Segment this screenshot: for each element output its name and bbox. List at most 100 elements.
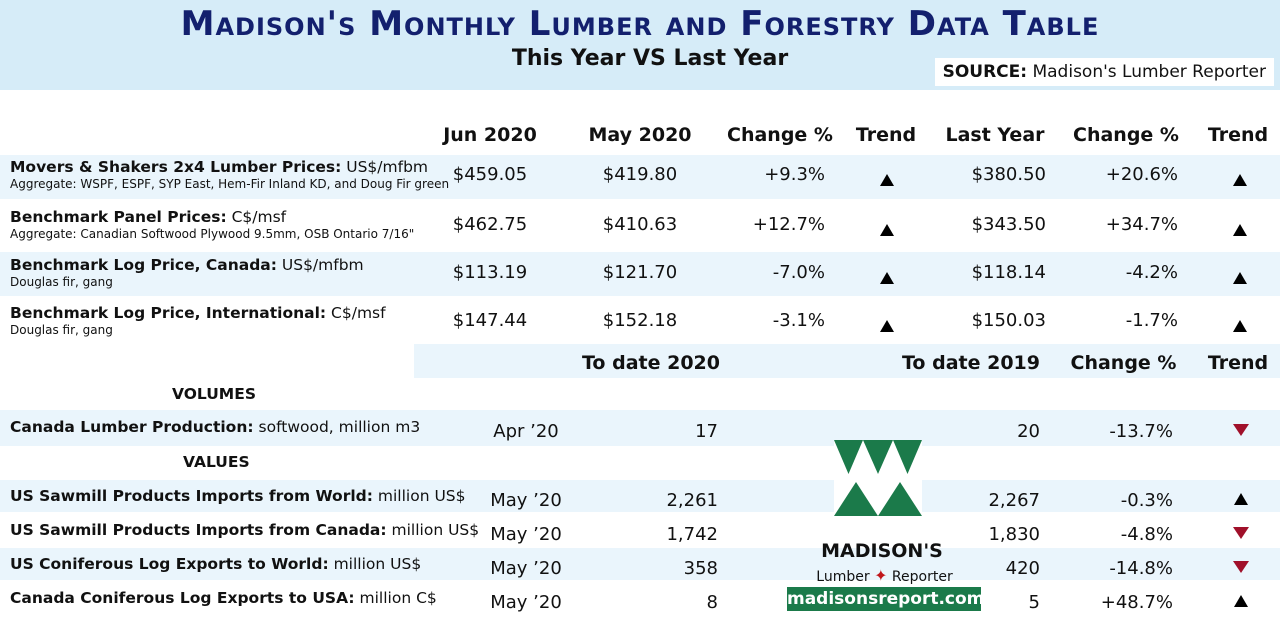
row-sublabel: Aggregate: WSPF, ESPF, SYP East, Hem-Fir… — [10, 177, 450, 191]
trend-up-icon — [1234, 493, 1248, 505]
cell-todate-change: -13.7% — [1109, 421, 1173, 442]
cell-period: May ’20 — [490, 490, 562, 511]
brand-word-reporter: Reporter — [891, 569, 953, 585]
row-band — [0, 480, 1280, 512]
row-label-unit: million US$ — [372, 487, 466, 505]
trend-up-icon — [880, 224, 894, 236]
cell-change-ly: +34.7% — [1105, 214, 1178, 235]
trend-down-icon — [1233, 424, 1249, 436]
row-label-unit: million US$ — [386, 521, 480, 539]
madisons-logo-icon — [834, 440, 922, 516]
source-box: SOURCE: Madison's Lumber Reporter — [934, 58, 1274, 86]
row-label-bold: US Sawmill Products Imports from Canada: — [10, 521, 387, 539]
cell-change: +12.7% — [752, 214, 825, 235]
cell-todate-change: -14.8% — [1109, 558, 1173, 579]
row-band — [0, 252, 1280, 296]
row-label: US Sawmill Products Imports from Canada:… — [10, 521, 479, 539]
row-label-bold: US Coniferous Log Exports to World: — [10, 555, 329, 573]
cell-to-date-current: 358 — [683, 558, 718, 579]
trend-up-icon — [880, 320, 894, 332]
cell-to-date-last: 5 — [1028, 592, 1040, 613]
section-volumes: VOLUMES — [172, 385, 256, 403]
brand-tagline: Lumber ✦ Reporter — [812, 566, 957, 585]
cell-current: $113.19 — [452, 262, 528, 283]
row-band — [0, 410, 1280, 446]
page-subtitle: This Year VS Last Year — [511, 46, 789, 71]
cell-previous: $419.80 — [602, 164, 678, 185]
cell-last-year: $118.14 — [971, 262, 1046, 283]
cell-period: May ’20 — [490, 558, 562, 579]
section-values: VALUES — [183, 453, 250, 471]
row-label: Movers & Shakers 2x4 Lumber Prices: US$/… — [10, 158, 449, 191]
row-label-unit: million US$ — [328, 555, 422, 573]
row-label: Canada Coniferous Log Exports to USA: mi… — [10, 589, 437, 607]
row-label-main: US Coniferous Log Exports to World: mill… — [10, 555, 421, 573]
cell-todate-change: -0.3% — [1120, 490, 1173, 511]
row-label: Benchmark Panel Prices: C$/msf Aggregate:… — [10, 208, 414, 241]
cell-change: -3.1% — [772, 310, 825, 331]
cell-change-ly: -1.7% — [1125, 310, 1178, 331]
row-sublabel: Aggregate: Canadian Softwood Plywood 9.5… — [10, 227, 415, 241]
col-header-todate-trend: Trend — [1207, 352, 1269, 374]
cell-period: Apr ’20 — [493, 421, 559, 442]
row-label-main: US Sawmill Products Imports from Canada:… — [10, 521, 479, 539]
cell-to-date-last: 420 — [1005, 558, 1040, 579]
col-header-change: Change % — [727, 124, 833, 146]
row-label-bold: Benchmark Log Price, Canada: — [10, 256, 277, 274]
cell-current: $147.44 — [452, 310, 528, 331]
cell-previous: $410.63 — [602, 214, 678, 235]
row-label-bold: US Sawmill Products Imports from World: — [10, 487, 373, 505]
source-value: Madison's Lumber Reporter — [1032, 62, 1266, 82]
trend-down-icon — [1233, 561, 1249, 573]
cell-to-date-last: 20 — [1017, 421, 1040, 442]
cell-last-year: $343.50 — [971, 214, 1046, 235]
brand-name: MADISON'S — [821, 540, 943, 562]
row-band — [0, 155, 1280, 199]
trend-up-icon — [1233, 224, 1247, 236]
row-label-unit: C$/msf — [326, 304, 386, 322]
website-link[interactable]: madisonsreport.com — [787, 587, 985, 611]
row-label-main: Benchmark Log Price, Canada: US$/mfbm — [10, 256, 364, 274]
cell-change: -7.0% — [772, 262, 825, 283]
cell-current: $459.05 — [452, 164, 528, 185]
trend-up-icon — [1233, 174, 1247, 186]
page-title: Madison's Monthly Lumber and Forestry Da… — [180, 4, 1100, 44]
row-label-unit: C$/msf — [226, 208, 287, 226]
row-label-unit: million C$ — [354, 589, 437, 607]
cell-last-year: $150.03 — [971, 310, 1046, 331]
cell-change: +9.3% — [764, 164, 825, 185]
todate-header-band — [414, 344, 1280, 378]
row-label-bold: Movers & Shakers 2x4 Lumber Prices: — [10, 158, 342, 176]
row-label-bold: Canada Coniferous Log Exports to USA: — [10, 589, 355, 607]
row-sublabel: Douglas fir, gang — [10, 323, 113, 337]
row-label-bold: Canada Lumber Production: — [10, 418, 254, 436]
row-label-bold: Benchmark Panel Prices: — [10, 208, 227, 226]
col-header-to-date-last: To date 2019 — [902, 352, 1040, 374]
row-label-unit: softwood, million m3 — [253, 418, 421, 436]
brand-word-lumber: Lumber — [816, 569, 870, 585]
trend-up-icon — [880, 174, 894, 186]
cell-change-ly: -4.2% — [1125, 262, 1178, 283]
row-sublabel: Douglas fir, gang — [10, 275, 113, 289]
col-header-trend-ly: Trend — [1207, 124, 1269, 146]
trend-up-icon — [880, 272, 894, 284]
row-label-main: Canada Coniferous Log Exports to USA: mi… — [10, 589, 437, 607]
col-header-to-date-current: To date 2020 — [582, 352, 720, 374]
row-label: US Coniferous Log Exports to World: mill… — [10, 555, 421, 573]
col-header-change-ly: Change % — [1073, 124, 1179, 146]
trend-down-icon — [1233, 527, 1249, 539]
cell-current: $462.75 — [452, 214, 528, 235]
cell-period: May ’20 — [490, 592, 562, 613]
row-label: Benchmark Log Price, International: C$/m… — [10, 304, 386, 337]
cell-todate-change: +48.7% — [1100, 592, 1173, 613]
row-label-unit: US$/mfbm — [276, 256, 364, 274]
trend-up-icon — [1233, 320, 1247, 332]
row-label: Canada Lumber Production: softwood, mill… — [10, 418, 420, 436]
row-label-main: US Sawmill Products Imports from World: … — [10, 487, 465, 505]
row-label-main: Canada Lumber Production: softwood, mill… — [10, 418, 420, 436]
col-header-trend: Trend — [855, 124, 917, 146]
source-label: SOURCE: — [942, 62, 1028, 82]
cell-change-ly: +20.6% — [1105, 164, 1178, 185]
cell-previous: $121.70 — [602, 262, 678, 283]
cell-last-year: $380.50 — [971, 164, 1046, 185]
